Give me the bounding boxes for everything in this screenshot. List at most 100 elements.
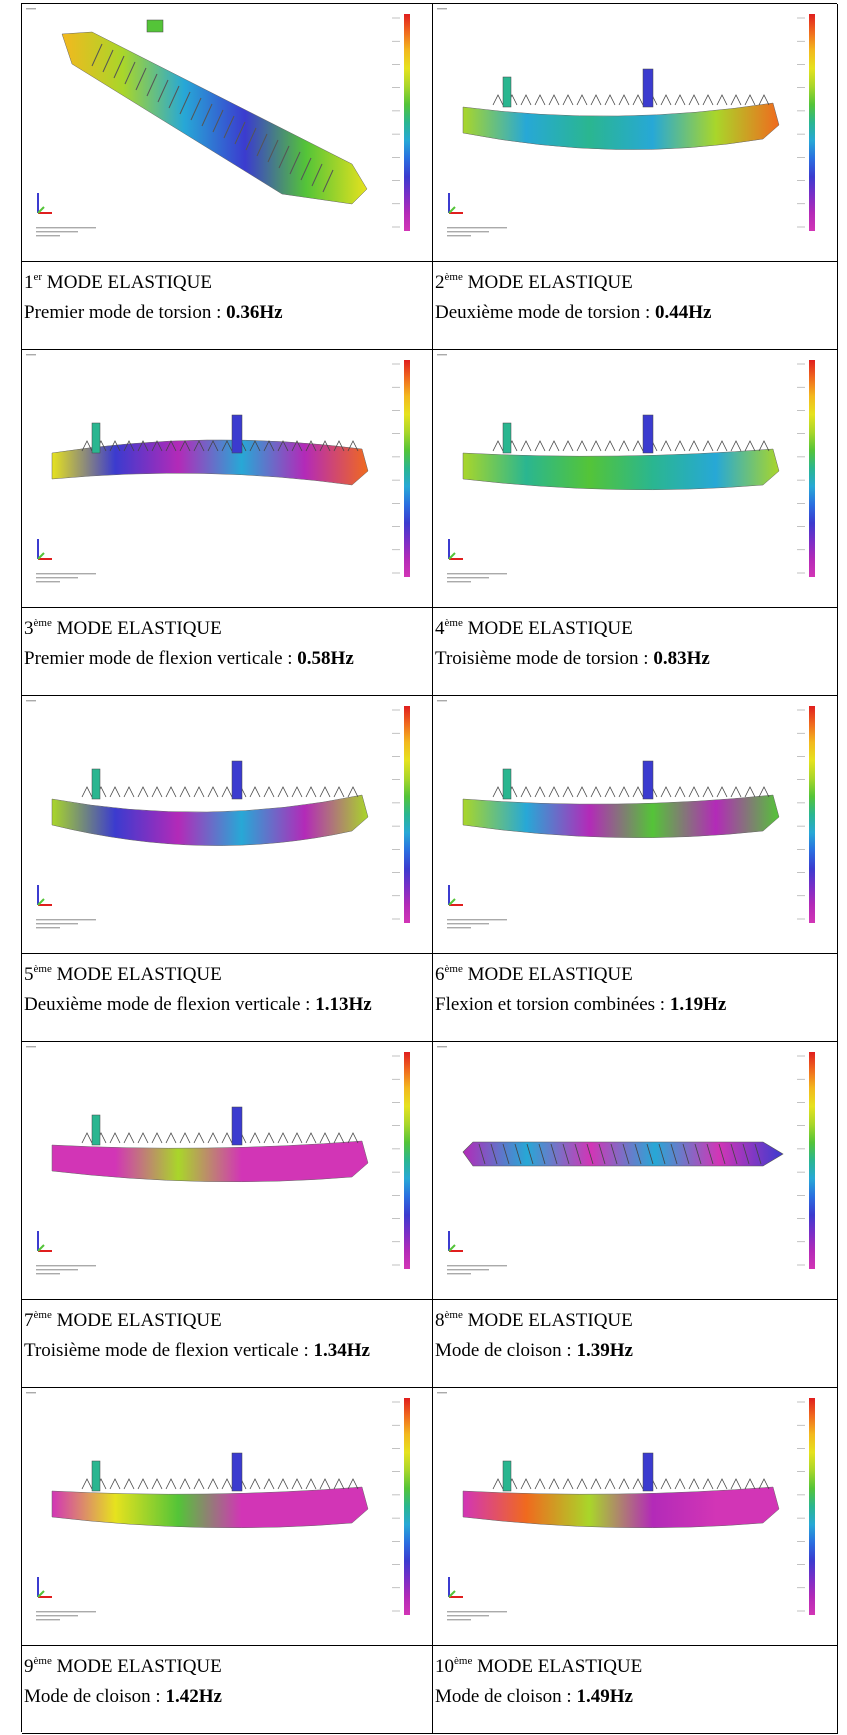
mode-4-frequency: 0.83Hz — [653, 648, 710, 669]
mode-5-description: Deuxième mode de flexion verticale : — [24, 994, 316, 1015]
color-scale-bar — [404, 706, 410, 923]
mode-6-frequency: 1.19Hz — [669, 994, 727, 1015]
color-scale-bar — [404, 1052, 410, 1269]
ship-mode-figure — [26, 1392, 410, 1621]
mode-10-caption: 10ème MODE ELASTIQUE Mode de cloison : 1… — [433, 1646, 838, 1734]
mode-5-caption: 5ème MODE ELASTIQUE Deuxième mode de fle… — [22, 954, 433, 1042]
mode-7-number: 7 — [24, 1310, 34, 1331]
ship-hull-shape — [462, 1452, 780, 1529]
mode-8-title: MODE ELASTIQUE — [467, 1310, 633, 1331]
ship-hull-shape — [462, 760, 780, 838]
mode-9-frequency: 1.42Hz — [165, 1686, 222, 1707]
mode-4-number: 4 — [435, 618, 445, 639]
mode-8-number: 8 — [435, 1310, 445, 1331]
mode-6-image — [433, 696, 838, 954]
ship-hull-shape — [61, 19, 368, 205]
mode-1-frequency: 0.36Hz — [226, 302, 283, 323]
mode-3-title: MODE ELASTIQUE — [56, 618, 222, 639]
mode-10-image — [433, 1388, 838, 1646]
mode-2-number: 2 — [435, 272, 445, 293]
mode-3-number: 3 — [24, 618, 34, 639]
mode-1-suffix: er — [33, 271, 43, 283]
mode-2-suffix: ème — [444, 271, 463, 283]
mode-8-caption: 8ème MODE ELASTIQUE Mode de cloison : 1.… — [433, 1300, 838, 1388]
ship-mode-figure — [437, 1046, 815, 1275]
ship-hull-shape — [462, 1141, 784, 1167]
ship-mode-figure — [26, 354, 410, 583]
color-scale-bar — [404, 14, 410, 231]
mode-8-description: Mode de cloison : — [435, 1340, 577, 1361]
mode-1-description: Premier mode de torsion : — [24, 302, 227, 323]
ship-hull-shape — [51, 760, 369, 846]
mode-6-description: Flexion et torsion combinées : — [435, 994, 670, 1015]
ship-mode-figure — [26, 1046, 410, 1275]
mode-7-description: Troisième mode de flexion verticale : — [24, 1340, 314, 1361]
mode-7-suffix: ème — [33, 1309, 52, 1321]
mode-7-caption: 7ème MODE ELASTIQUE Troisième mode de fl… — [22, 1300, 433, 1388]
ship-mode-figure — [437, 1392, 815, 1621]
mode-3-image — [22, 350, 433, 608]
color-scale-bar — [809, 1052, 815, 1269]
mode-10-suffix: ème — [454, 1655, 473, 1667]
mode-5-image — [22, 696, 433, 954]
mode-4-image — [433, 350, 838, 608]
mode-4-description: Troisième mode de torsion : — [435, 648, 654, 669]
mode-5-frequency: 1.13Hz — [315, 994, 372, 1015]
ship-hull-shape — [51, 1106, 369, 1183]
mode-8-image — [433, 1042, 838, 1300]
mode-5-title: MODE ELASTIQUE — [56, 964, 222, 985]
color-scale-bar — [809, 360, 815, 577]
ship-mode-figure — [26, 8, 410, 237]
mode-5-suffix: ème — [33, 963, 52, 975]
mode-9-title: MODE ELASTIQUE — [56, 1656, 222, 1677]
mode-4-caption: 4ème MODE ELASTIQUE Troisième mode de to… — [433, 608, 838, 696]
mode-9-caption: 9ème MODE ELASTIQUE Mode de cloison : 1.… — [22, 1646, 433, 1734]
mode-8-frequency: 1.39Hz — [576, 1340, 633, 1361]
mode-3-suffix: ème — [33, 617, 52, 629]
mode-4-suffix: ème — [444, 617, 463, 629]
ship-mode-figure — [437, 354, 815, 583]
mode-10-frequency: 1.49Hz — [576, 1686, 633, 1707]
mode-7-title: MODE ELASTIQUE — [56, 1310, 222, 1331]
mode-2-frequency: 0.44Hz — [655, 302, 712, 323]
mode-10-number: 10 — [435, 1656, 454, 1677]
color-scale-bar — [809, 706, 815, 923]
mode-6-suffix: ème — [444, 963, 463, 975]
mode-6-title: MODE ELASTIQUE — [467, 964, 633, 985]
ship-mode-figure — [26, 700, 410, 929]
mode-3-caption: 3ème MODE ELASTIQUE Premier mode de flex… — [22, 608, 433, 696]
color-scale-bar — [404, 1398, 410, 1615]
ship-mode-figure — [437, 8, 815, 237]
mode-10-description: Mode de cloison : — [435, 1686, 577, 1707]
mode-3-frequency: 0.58Hz — [297, 648, 354, 669]
mode-5-number: 5 — [24, 964, 34, 985]
mode-7-image — [22, 1042, 433, 1300]
mode-9-image — [22, 1388, 433, 1646]
mode-9-description: Mode de cloison : — [24, 1686, 166, 1707]
ship-hull-shape — [51, 414, 369, 486]
mode-2-title: MODE ELASTIQUE — [467, 272, 633, 293]
ship-hull-shape — [462, 68, 780, 150]
mode-9-number: 9 — [24, 1656, 34, 1677]
mode-1-caption: 1er MODE ELASTIQUE Premier mode de torsi… — [22, 262, 433, 350]
mode-4-title: MODE ELASTIQUE — [467, 618, 633, 639]
mode-1-title: MODE ELASTIQUE — [46, 272, 212, 293]
ship-mode-figure — [437, 700, 815, 929]
mode-9-suffix: ème — [33, 1655, 52, 1667]
ship-hull-shape — [51, 1452, 369, 1529]
mode-table: 1er MODE ELASTIQUE Premier mode de torsi… — [21, 3, 838, 1734]
ship-hull-shape — [462, 414, 780, 491]
mode-1-image — [22, 4, 433, 262]
color-scale-bar — [809, 1398, 815, 1615]
mode-3-description: Premier mode de flexion verticale : — [24, 648, 298, 669]
mode-7-frequency: 1.34Hz — [313, 1340, 370, 1361]
mode-6-number: 6 — [435, 964, 445, 985]
mode-1-number: 1 — [24, 272, 34, 293]
mode-10-title: MODE ELASTIQUE — [477, 1656, 643, 1677]
mode-2-image — [433, 4, 838, 262]
mode-2-description: Deuxième mode de torsion : — [435, 302, 656, 323]
color-scale-bar — [404, 360, 410, 577]
mode-6-caption: 6ème MODE ELASTIQUE Flexion et torsion c… — [433, 954, 838, 1042]
color-scale-bar — [809, 14, 815, 231]
mode-2-caption: 2ème MODE ELASTIQUE Deuxième mode de tor… — [433, 262, 838, 350]
